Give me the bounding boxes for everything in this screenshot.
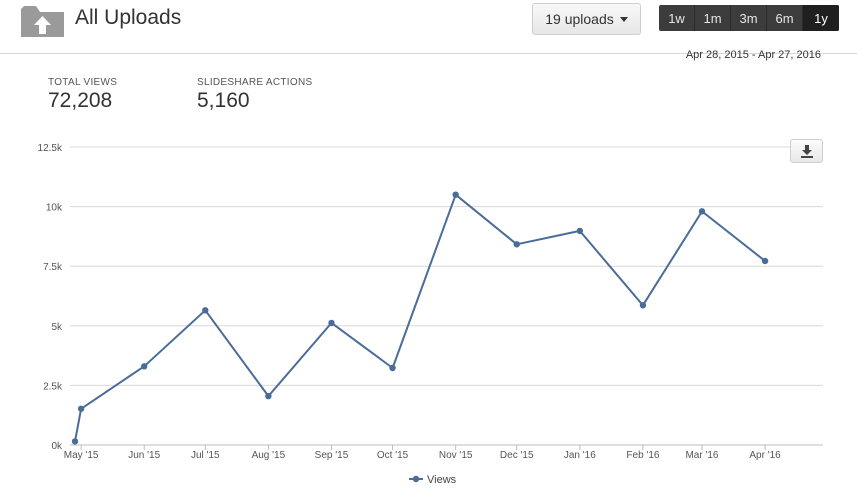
range-button-6m[interactable]: 6m <box>767 5 803 31</box>
download-chart-button[interactable] <box>790 139 823 163</box>
header-bar: All Uploads 19 uploads 1w 1m 3m 6m 1y <box>0 0 857 54</box>
y-tick-label: 2.5k <box>43 381 63 392</box>
range-button-1y[interactable]: 1y <box>803 5 839 31</box>
slideshare-actions-label: SLIDESHARE ACTIONS <box>197 77 313 88</box>
series-line-views <box>74 193 766 442</box>
range-button-1w[interactable]: 1w <box>659 5 695 31</box>
slideshare-actions-value: 5,160 <box>197 89 250 112</box>
data-point <box>513 241 520 248</box>
x-tick-label: Dec '15 <box>500 450 534 461</box>
y-tick-label: 0k <box>51 441 63 452</box>
slideshare-actions-metric: SLIDESHARE ACTIONS 5,160 <box>197 77 312 113</box>
data-point <box>265 392 272 400</box>
y-tick-label: 5k <box>51 322 63 333</box>
data-point <box>452 191 459 198</box>
x-tick-label: Apr '16 <box>749 450 781 461</box>
total-views-label: TOTAL VIEWS <box>48 77 118 88</box>
x-tick-label: Jul '15 <box>191 450 220 461</box>
uploads-dropdown-label: 19 uploads <box>545 11 614 27</box>
page-title: All Uploads <box>75 6 182 29</box>
x-tick-label: Nov '15 <box>439 450 473 461</box>
x-tick-label: Sep '15 <box>315 450 349 461</box>
x-tick-label: Jun '15 <box>128 450 160 461</box>
legend-label: Views <box>427 474 457 486</box>
legend-marker <box>412 475 420 483</box>
y-tick-label: 7.5k <box>43 262 63 273</box>
total-views-value: 72,208 <box>48 89 113 112</box>
x-tick-label: Aug '15 <box>252 450 286 461</box>
data-point <box>202 307 209 314</box>
x-tick-label: Mar '16 <box>685 450 718 461</box>
x-tick-label: May '15 <box>64 450 99 461</box>
y-tick-label: 10k <box>46 203 63 214</box>
data-point <box>576 227 584 235</box>
range-button-3m[interactable]: 3m <box>731 5 767 31</box>
data-point <box>71 438 79 445</box>
uploads-dropdown-button[interactable]: 19 uploads <box>532 3 641 35</box>
total-views-metric: TOTAL VIEWS 72,208 <box>48 77 117 113</box>
x-tick-label: Feb '16 <box>626 450 659 461</box>
folder-upload-icon <box>21 6 64 37</box>
x-tick-label: Jan '16 <box>564 450 596 461</box>
data-point <box>328 319 335 327</box>
x-tick-label: Oct '15 <box>377 450 409 461</box>
data-point <box>639 302 647 309</box>
y-tick-label: 12.5k <box>38 143 63 154</box>
range-button-1m[interactable]: 1m <box>695 5 731 31</box>
data-point <box>77 405 85 412</box>
caret-down-icon <box>619 17 628 22</box>
data-point <box>389 364 396 372</box>
date-range-label: Apr 28, 2015 - Apr 27, 2016 <box>685 49 821 61</box>
download-icon <box>800 144 813 158</box>
time-range-selector: 1w 1m 3m 6m 1y <box>659 5 839 31</box>
data-point <box>761 257 769 265</box>
data-point <box>698 208 706 215</box>
data-point <box>141 363 148 370</box>
